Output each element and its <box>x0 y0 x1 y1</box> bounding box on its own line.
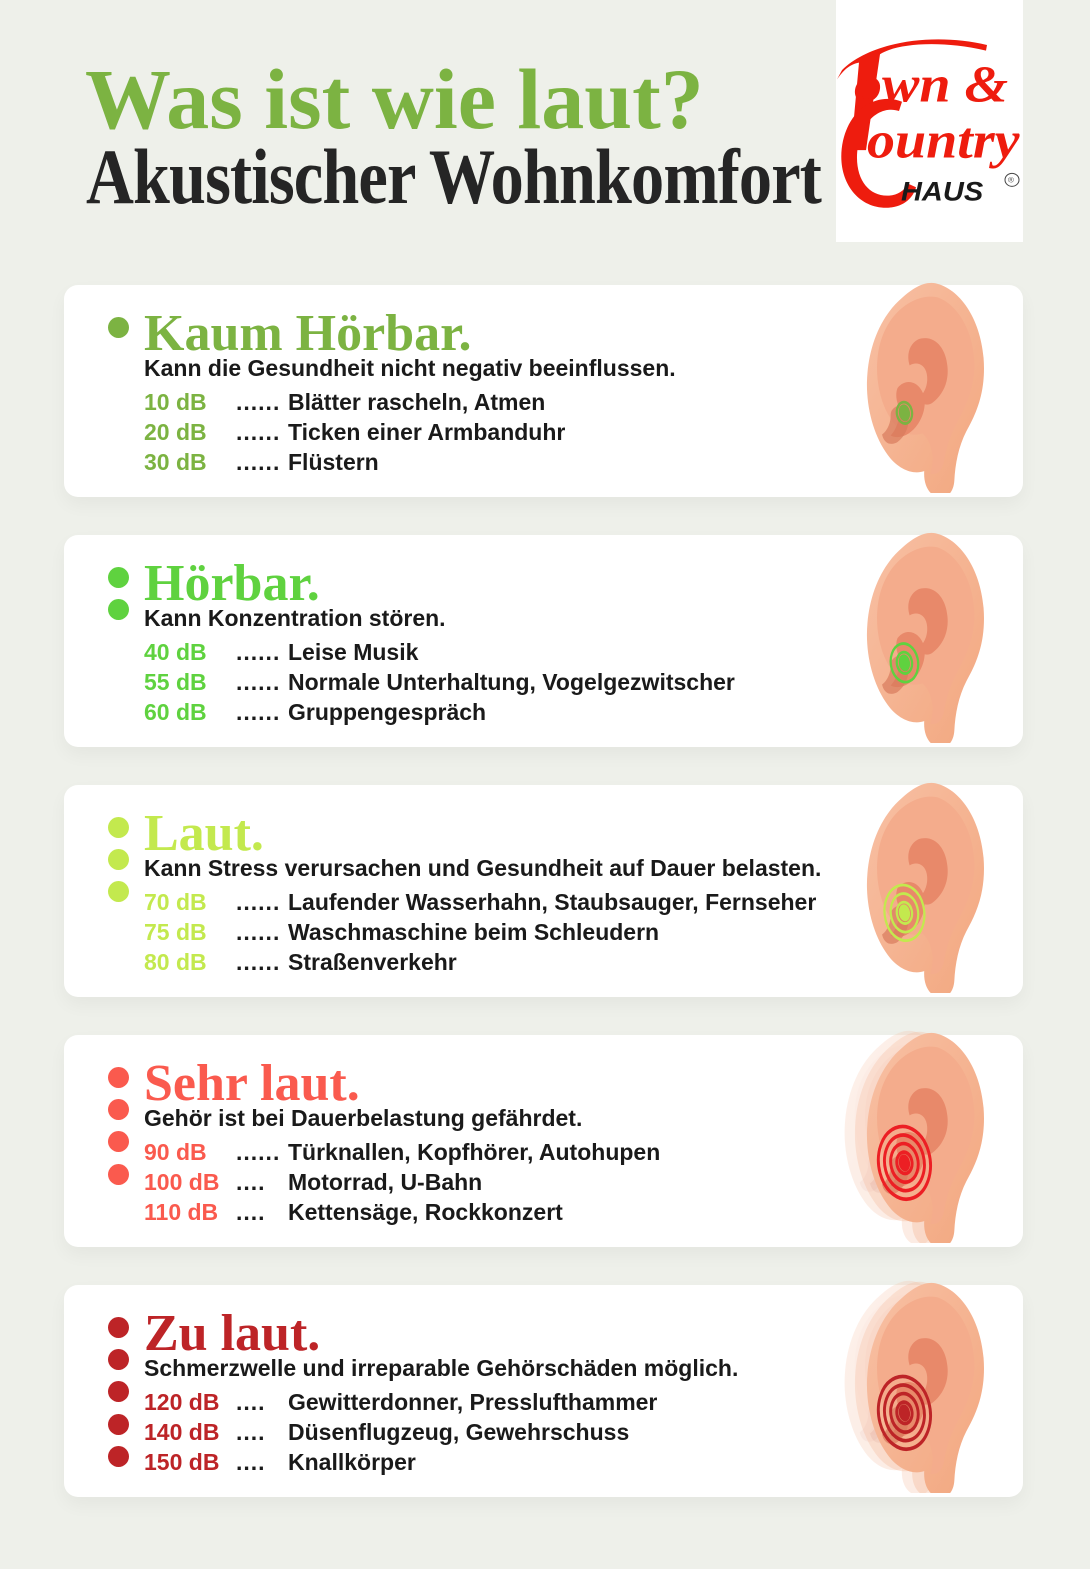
svg-text:own &: own & <box>854 56 1008 114</box>
svg-text:®: ® <box>1008 176 1014 185</box>
svg-text:HAUS: HAUS <box>901 176 983 206</box>
svg-text:ountry: ountry <box>867 111 1020 169</box>
